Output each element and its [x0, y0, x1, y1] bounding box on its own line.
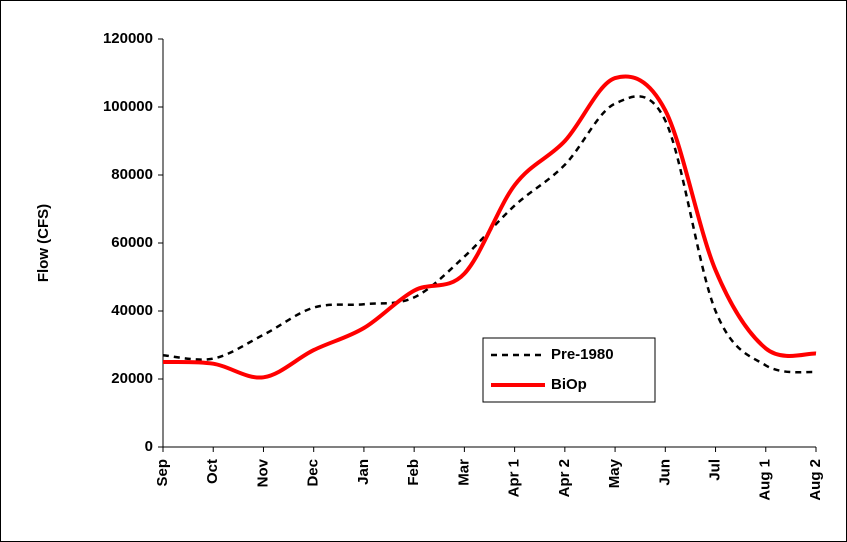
line-series — [162, 95, 817, 374]
x-tick-label: Feb — [405, 459, 422, 486]
x-tick-label: Jan — [355, 459, 372, 485]
legend-label: BiOp — [551, 376, 587, 393]
x-tick-label: Oct — [204, 459, 221, 484]
y-tick-label: 20000 — [111, 370, 153, 387]
x-tick-label: Nov — [254, 458, 271, 487]
x-tick-label: May — [606, 458, 623, 488]
y-tick-label: 120000 — [103, 30, 153, 47]
legend-label: Pre-1980 — [551, 346, 614, 363]
y-tick-label: 80000 — [111, 166, 153, 183]
y-axis-label: Flow (CFS) — [35, 204, 52, 282]
x-tick-label: Jul — [707, 459, 724, 481]
y-tick-label: 40000 — [111, 302, 153, 319]
x-tick-label: Apr 2 — [556, 459, 573, 497]
y-tick-label: 0 — [145, 438, 153, 455]
legend: Pre-1980 BiOp — [482, 337, 656, 403]
x-tick-label: Aug 1 — [757, 459, 774, 501]
x-tick-label: Mar — [455, 459, 472, 486]
y-tick-label: 60000 — [111, 234, 153, 251]
y-tick-label: 100000 — [103, 98, 153, 115]
x-tick-label: Dec — [305, 459, 322, 487]
line-series — [162, 74, 817, 380]
x-tick-label: Jun — [656, 459, 673, 486]
legend-box — [482, 337, 656, 403]
x-tick-label: Sep — [154, 459, 171, 487]
x-tick-label: Aug 2 — [807, 459, 824, 501]
x-tick-label: Apr 1 — [506, 459, 523, 497]
